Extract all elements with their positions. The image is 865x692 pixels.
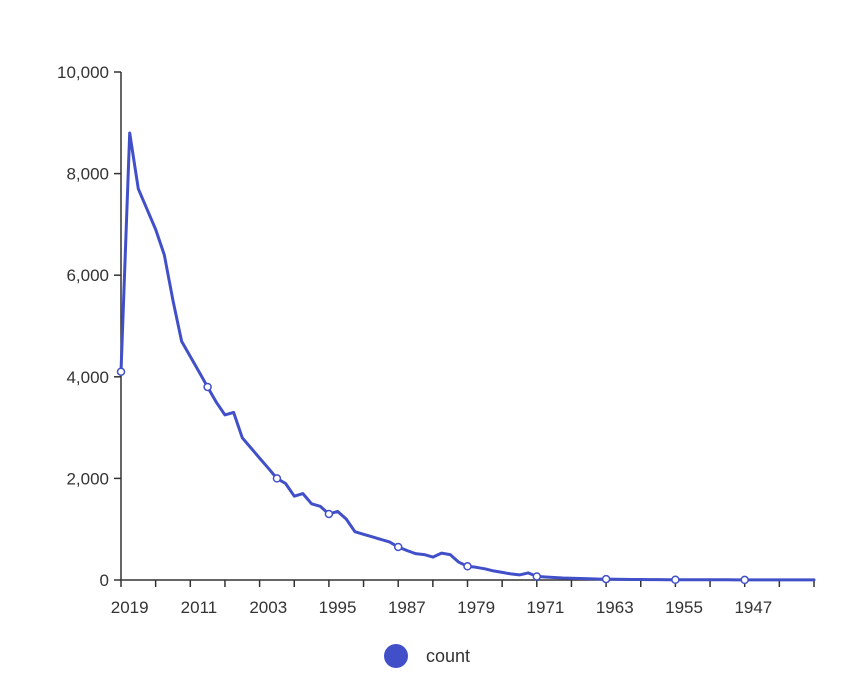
y-tick-label: 10,000 [57,63,109,82]
data-point[interactable] [463,562,472,571]
x-tick-label: 1979 [457,598,495,617]
x-tick-label: 2003 [249,598,287,617]
series-line[interactable] [119,131,816,582]
x-tick-label: 1987 [388,598,426,617]
series-count [116,131,816,585]
legend: count [384,644,470,668]
data-point[interactable] [601,574,611,584]
y-tick-label: 6,000 [66,266,109,285]
legend-label-count[interactable]: count [426,646,470,666]
y-tick-label: 8,000 [66,165,109,184]
data-point[interactable] [393,542,403,552]
x-axis: 2019 2011 2003 1995 1987 1979 1971 1963 1955 1947 [111,579,815,617]
y-tick-label: 4,000 [66,368,109,387]
y-tick-label: 0 [100,571,109,590]
data-point[interactable] [116,367,126,376]
data-point[interactable] [203,382,212,392]
x-tick-label: 1955 [665,598,703,617]
data-point[interactable] [671,575,680,584]
data-point[interactable] [324,509,334,519]
data-point[interactable] [740,575,749,585]
y-tick-label: 2,000 [66,469,109,488]
x-tick-label: 1963 [596,598,634,617]
x-tick-label: 2011 [181,598,218,617]
x-tick-label: 1995 [319,598,357,617]
x-tick-label: 2019 [111,598,149,617]
data-point[interactable] [272,474,282,483]
y-axis: 0 2,000 4,000 6,000 8,000 10,000 [57,63,122,590]
x-tick-label: 1971 [527,598,565,617]
legend-marker-count[interactable] [384,644,408,668]
x-tick-label: 1947 [734,598,772,617]
data-point[interactable] [532,572,542,581]
